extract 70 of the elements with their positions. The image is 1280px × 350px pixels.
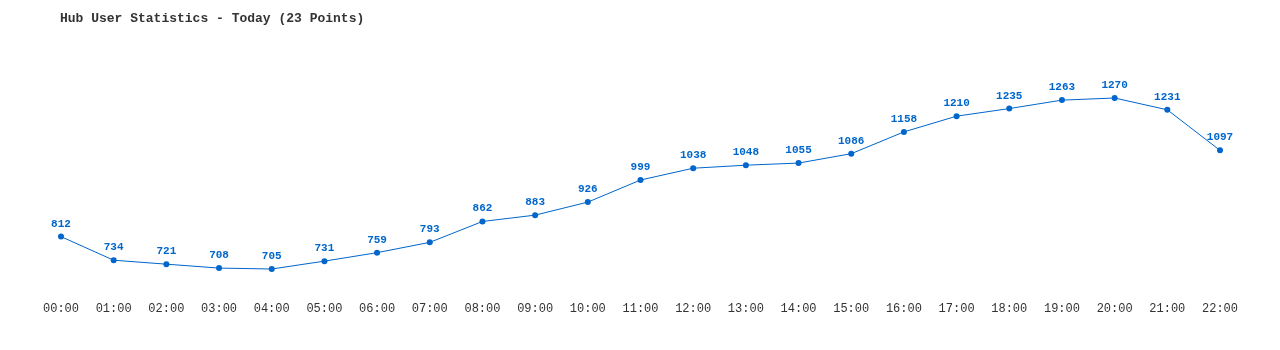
data-label: 862 <box>472 202 493 215</box>
data-label: 734 <box>103 241 124 254</box>
x-tick-label: 17:00 <box>938 302 975 316</box>
x-tick-label: 07:00 <box>411 302 448 316</box>
data-label: 1086 <box>838 134 865 147</box>
point <box>742 162 749 169</box>
data-label: 1038 <box>679 149 707 162</box>
point <box>321 258 328 265</box>
point <box>110 257 117 264</box>
x-tick-label: 09:00 <box>517 302 554 316</box>
x-tick-label: 04:00 <box>253 302 290 316</box>
x-tick-label: 22:00 <box>1201 302 1239 316</box>
point <box>690 165 697 172</box>
x-tick-label: 18:00 <box>991 302 1028 316</box>
point <box>795 160 802 167</box>
data-label: 999 <box>630 161 651 174</box>
data-label: 731 <box>314 242 335 255</box>
data-label: 1231 <box>1154 90 1181 103</box>
x-tick-label: 03:00 <box>201 302 238 316</box>
x-tick-label: 08:00 <box>464 302 501 316</box>
point <box>584 199 591 206</box>
point <box>479 218 486 225</box>
data-label: 705 <box>261 250 283 262</box>
x-tick-label: 01:00 <box>95 302 132 316</box>
point <box>268 266 275 272</box>
x-tick-label: 06:00 <box>359 302 396 316</box>
x-tick-label: 05:00 <box>306 302 343 316</box>
point <box>637 177 644 184</box>
point <box>532 212 539 219</box>
point <box>1058 97 1065 104</box>
data-label: 1158 <box>890 112 918 125</box>
chart-title: Hub User Statistics - Today (23 Points) <box>60 11 365 26</box>
point <box>1006 105 1013 112</box>
x-tick-label: 11:00 <box>622 302 659 316</box>
point <box>374 249 381 256</box>
data-label: 793 <box>419 223 441 236</box>
point <box>1111 95 1118 101</box>
data-label: 1097 <box>1206 131 1234 144</box>
data-label: 1055 <box>785 144 813 157</box>
x-tick-label: 00:00 <box>42 302 80 316</box>
x-tick-label: 19:00 <box>1043 302 1080 316</box>
data-label: 721 <box>156 245 177 258</box>
point <box>163 261 170 268</box>
x-tick-label: 12:00 <box>675 302 712 316</box>
x-tick-label: 21:00 <box>1149 302 1186 316</box>
x-tick-label: 15:00 <box>833 302 870 316</box>
point <box>58 233 64 240</box>
data-label: 883 <box>525 196 546 209</box>
data-label: 708 <box>209 249 230 262</box>
point <box>848 150 855 157</box>
data-label: 1235 <box>996 89 1023 102</box>
data-label: 1263 <box>1048 81 1076 94</box>
data-label: 759 <box>367 233 387 246</box>
data-label: 812 <box>51 217 71 230</box>
point <box>426 239 433 246</box>
data-label: 1048 <box>732 146 760 159</box>
data-label: 1210 <box>943 97 970 110</box>
point <box>1217 147 1223 154</box>
point <box>1164 106 1171 113</box>
x-tick-label: 16:00 <box>885 302 922 316</box>
x-tick-label: 10:00 <box>569 302 606 316</box>
x-tick-label: 13:00 <box>727 302 764 316</box>
point <box>216 265 223 272</box>
x-tick-label: 02:00 <box>148 302 185 316</box>
point <box>953 113 960 120</box>
data-label: 926 <box>577 183 598 196</box>
x-tick-label: 20:00 <box>1096 302 1133 316</box>
data-label: 1270 <box>1101 79 1128 91</box>
point <box>900 128 907 135</box>
x-tick-label: 14:00 <box>780 302 817 316</box>
